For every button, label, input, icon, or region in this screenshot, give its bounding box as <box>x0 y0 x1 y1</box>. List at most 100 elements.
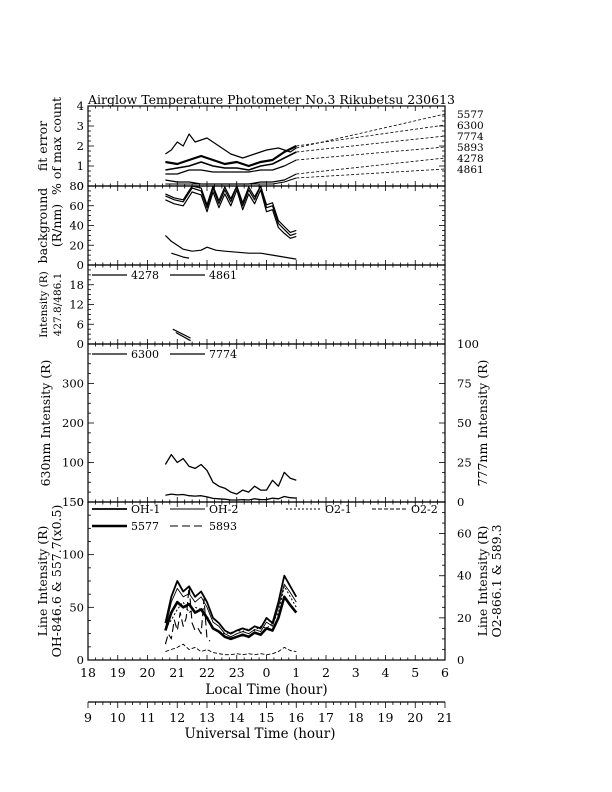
panel-fit-error: 0 1 2 3 4 fit error% of max count 557763007774… <box>35 97 484 195</box>
y-tick-label: 300 <box>62 377 84 391</box>
y-tick-label: 3 <box>77 119 84 133</box>
local-time-axis-label: Local Time (hour) <box>205 682 327 698</box>
series-right-label: 7774 <box>457 131 484 143</box>
series-line-oh-2 <box>164 583 297 638</box>
y-tick-label: 80 <box>69 179 84 193</box>
series-right-label: 4278 <box>457 153 484 165</box>
legend-label: O2-1 <box>325 503 352 516</box>
y-axis-label: 427.8/486.1 <box>52 273 64 337</box>
local-time-tick-label: 18 <box>80 665 96 680</box>
panel-frame <box>87 343 446 503</box>
series-line-5893 <box>164 585 211 645</box>
local-time-tick-label: 2 <box>322 665 330 680</box>
series-line-7774 <box>165 151 297 171</box>
y-right-axis-label: Line Intensity (R) <box>475 526 490 637</box>
y-tick-label: 12 <box>69 298 84 312</box>
y-right-tick-label: 60 <box>457 527 472 541</box>
y-axis-label: (R/nm) <box>49 204 64 247</box>
local-time-tick-label: 1 <box>292 665 300 680</box>
local-time-tick-label: 4 <box>382 665 390 680</box>
ut-tick-label: 19 <box>378 710 394 725</box>
series-line-lower <box>164 234 297 260</box>
ut-tick-label: 18 <box>348 710 364 725</box>
series-line-6300 <box>164 453 297 495</box>
legend-label: 5577 <box>131 520 159 533</box>
local-time-tick-label: 20 <box>140 665 156 680</box>
y-tick-label: 18 <box>69 278 84 292</box>
ut-tick-label: 20 <box>407 710 423 725</box>
y-tick-label: 0 <box>77 179 84 193</box>
y-tick-label: 100 <box>62 548 84 562</box>
label-leader <box>296 146 446 161</box>
series-line-upper-2 <box>165 189 297 239</box>
legend-label: 7774 <box>209 348 237 361</box>
y-right-axis-label: 777nm Intensity (R) <box>475 360 490 487</box>
legend-label: 4861 <box>209 269 237 282</box>
ut-tick-label: 10 <box>110 710 126 725</box>
panel-background: 0 20 40 60 80 background (R/nm) <box>35 179 446 272</box>
local-time-tick-label: 19 <box>110 665 126 680</box>
local-time-tick-label: 6 <box>441 665 449 680</box>
y-right-tick-label: 25 <box>457 456 472 470</box>
y-tick-label: 100 <box>62 456 84 470</box>
y-axis-label: OH-846.6 & 557.7(x0.5) <box>49 505 64 658</box>
y-tick-label: 150 <box>62 495 84 509</box>
legend-label: O2-2 <box>411 503 438 516</box>
y-tick-label: 0 <box>77 495 84 509</box>
series-line-4861 <box>175 331 191 342</box>
panel-frame <box>87 185 446 266</box>
local-time-tick-label: 0 <box>263 665 271 680</box>
local-time-tick-label: 5 <box>411 665 419 680</box>
figure-title: Airglow Temperature Photometer No.3 Riku… <box>87 92 455 107</box>
label-leader <box>296 135 446 153</box>
series-right-label: 4861 <box>457 164 484 176</box>
series-line-5893 <box>165 159 297 175</box>
ut-tick-label: 13 <box>199 710 215 725</box>
ut-axis-label: Universal Time (hour) <box>185 726 336 742</box>
local-time-tick-label: 22 <box>199 665 215 680</box>
y-axis-label: % of max count <box>49 97 64 195</box>
y-axis-label: fit error <box>35 121 50 171</box>
panel-630-777: 0 100 200 300 0 25 50 75 100 777nm Intensity (R) 6… <box>38 337 490 509</box>
local-time-tick-label: 3 <box>352 665 360 680</box>
ut-tick-label: 17 <box>318 710 334 725</box>
y-tick-label: 1 <box>77 159 84 173</box>
y-right-tick-label: 50 <box>457 416 472 430</box>
ut-tick-label: 9 <box>84 710 92 725</box>
legend-label: OH-2 <box>209 503 238 516</box>
y-right-tick-label: 0 <box>457 495 464 509</box>
series-line-upper-1 <box>165 185 297 236</box>
series-line-lowest <box>171 252 190 259</box>
y-tick-label: 60 <box>69 199 84 213</box>
series-right-label: 5577 <box>457 109 484 121</box>
series-line-oh-1 <box>164 574 298 635</box>
y-tick-label: 50 <box>69 600 84 614</box>
ut-tick-label: 15 <box>259 710 275 725</box>
y-axis-label: background <box>35 188 50 264</box>
label-leader <box>296 157 446 175</box>
y-tick-label: 0 <box>77 337 84 351</box>
series-line-6300 <box>165 145 297 168</box>
series-right-label: 5893 <box>457 142 484 154</box>
series-line-upper-3 <box>165 185 297 233</box>
y-right-tick-label: 40 <box>457 569 472 583</box>
series-line-7774 <box>165 493 297 501</box>
legend-label: 4278 <box>131 269 159 282</box>
series-line-5577 <box>165 133 297 159</box>
legend-label: 6300 <box>131 348 159 361</box>
panel-ratio: 0 6 12 18 Intensity (R) 427.8/486.1 4278 4861 <box>38 264 446 351</box>
ut-tick-label: 16 <box>288 710 304 725</box>
local-time-tick-label: 21 <box>169 665 185 680</box>
y-tick-label: 20 <box>69 238 84 252</box>
y-right-tick-label: 75 <box>457 377 472 391</box>
series-line-4861 <box>165 177 297 185</box>
y-tick-label: 0 <box>77 653 84 667</box>
y-axis-label: Line Intensity (R) <box>35 526 50 637</box>
ut-tick-label: 12 <box>169 710 185 725</box>
series-line-4278 <box>172 328 191 339</box>
y-axis-label: Intensity (R) <box>38 271 50 337</box>
label-leader <box>296 124 446 147</box>
